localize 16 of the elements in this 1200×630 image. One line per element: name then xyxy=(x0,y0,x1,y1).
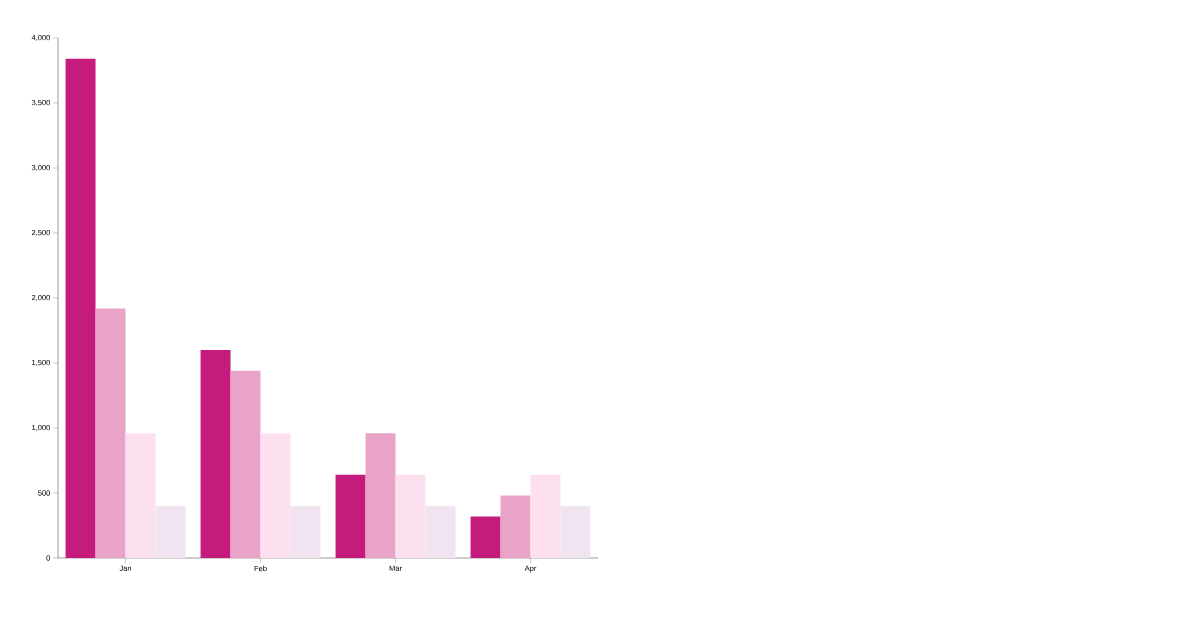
bar xyxy=(155,505,186,558)
bar xyxy=(200,349,231,558)
bar xyxy=(395,474,426,558)
bar xyxy=(95,308,126,558)
bar xyxy=(470,516,501,558)
bar xyxy=(425,505,456,558)
bar xyxy=(65,58,96,558)
bar xyxy=(365,433,396,558)
bar xyxy=(560,505,591,558)
bar xyxy=(125,433,156,558)
bar xyxy=(530,474,561,558)
bar xyxy=(260,433,291,558)
bar xyxy=(290,505,321,558)
bar xyxy=(335,474,366,558)
bar xyxy=(230,370,261,558)
bar xyxy=(500,495,531,558)
